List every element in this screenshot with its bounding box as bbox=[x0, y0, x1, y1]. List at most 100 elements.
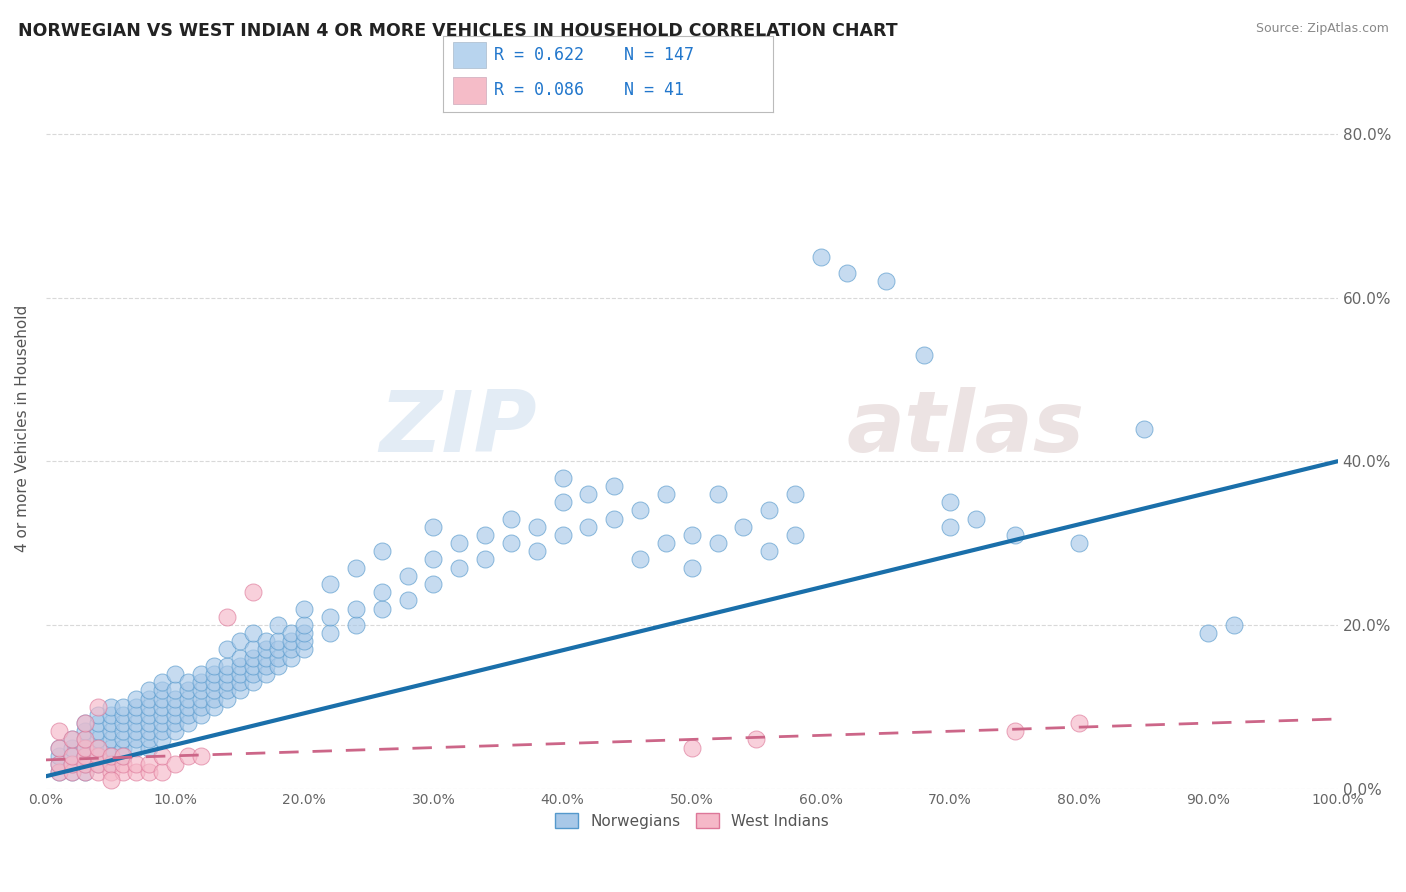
Point bbox=[785, 528, 807, 542]
Y-axis label: 4 or more Vehicles in Household: 4 or more Vehicles in Household bbox=[15, 305, 30, 552]
Point bbox=[319, 626, 342, 640]
Point bbox=[86, 740, 108, 755]
Point bbox=[100, 773, 122, 788]
Point bbox=[165, 683, 187, 698]
Point bbox=[100, 765, 122, 780]
Point bbox=[1004, 528, 1026, 542]
Point bbox=[371, 585, 394, 599]
Point bbox=[150, 691, 173, 706]
Point bbox=[73, 756, 96, 771]
Point bbox=[100, 748, 122, 763]
Point bbox=[73, 748, 96, 763]
Point bbox=[254, 650, 277, 665]
Point bbox=[939, 519, 962, 533]
Text: NORWEGIAN VS WEST INDIAN 4 OR MORE VEHICLES IN HOUSEHOLD CORRELATION CHART: NORWEGIAN VS WEST INDIAN 4 OR MORE VEHIC… bbox=[18, 22, 898, 40]
Point bbox=[202, 683, 225, 698]
Point bbox=[254, 642, 277, 657]
Point bbox=[165, 724, 187, 739]
Point bbox=[215, 675, 238, 690]
Point bbox=[138, 699, 160, 714]
Point bbox=[138, 740, 160, 755]
Point bbox=[165, 667, 187, 681]
Point bbox=[875, 274, 897, 288]
Point bbox=[100, 707, 122, 722]
Point bbox=[215, 658, 238, 673]
Point bbox=[73, 716, 96, 731]
Point bbox=[86, 765, 108, 780]
Point bbox=[112, 724, 135, 739]
Point bbox=[474, 528, 496, 542]
Point bbox=[73, 756, 96, 771]
Point bbox=[228, 683, 250, 698]
Point bbox=[48, 765, 70, 780]
Point bbox=[215, 642, 238, 657]
Point bbox=[202, 667, 225, 681]
Point bbox=[499, 511, 522, 525]
Point bbox=[48, 748, 70, 763]
Point bbox=[292, 634, 315, 648]
Legend: Norwegians, West Indians: Norwegians, West Indians bbox=[548, 806, 835, 835]
Point bbox=[526, 519, 548, 533]
Point bbox=[48, 740, 70, 755]
Point bbox=[100, 756, 122, 771]
Point bbox=[267, 650, 290, 665]
Point bbox=[242, 658, 264, 673]
Point bbox=[73, 740, 96, 755]
Point bbox=[267, 634, 290, 648]
Point bbox=[242, 626, 264, 640]
Point bbox=[48, 756, 70, 771]
Point bbox=[603, 511, 626, 525]
Point bbox=[681, 560, 703, 574]
Text: atlas: atlas bbox=[846, 387, 1085, 470]
Point bbox=[73, 765, 96, 780]
Point bbox=[202, 658, 225, 673]
Point bbox=[125, 740, 148, 755]
Point bbox=[242, 642, 264, 657]
Point bbox=[112, 740, 135, 755]
Point bbox=[280, 650, 302, 665]
Point bbox=[86, 740, 108, 755]
Point bbox=[810, 250, 832, 264]
Point bbox=[267, 618, 290, 632]
Point bbox=[499, 536, 522, 550]
Point bbox=[371, 544, 394, 558]
Point bbox=[190, 748, 212, 763]
Point bbox=[228, 658, 250, 673]
Point bbox=[150, 699, 173, 714]
Point bbox=[138, 765, 160, 780]
Point bbox=[125, 724, 148, 739]
Point bbox=[125, 691, 148, 706]
Point bbox=[254, 634, 277, 648]
Point bbox=[551, 470, 574, 484]
Point bbox=[785, 487, 807, 501]
Point bbox=[202, 691, 225, 706]
Point bbox=[254, 667, 277, 681]
Point bbox=[138, 691, 160, 706]
Point bbox=[190, 707, 212, 722]
Point bbox=[150, 683, 173, 698]
Point bbox=[125, 699, 148, 714]
Point bbox=[125, 716, 148, 731]
Point bbox=[73, 716, 96, 731]
Point bbox=[228, 667, 250, 681]
Point bbox=[60, 756, 83, 771]
Point bbox=[112, 699, 135, 714]
Point bbox=[112, 732, 135, 747]
Point bbox=[758, 544, 780, 558]
Point bbox=[86, 756, 108, 771]
Point bbox=[60, 765, 83, 780]
Point bbox=[165, 716, 187, 731]
Point bbox=[215, 667, 238, 681]
Point bbox=[86, 748, 108, 763]
Point bbox=[939, 495, 962, 509]
Point bbox=[449, 560, 471, 574]
Point bbox=[86, 716, 108, 731]
Point bbox=[177, 683, 200, 698]
Point bbox=[474, 552, 496, 566]
Point bbox=[150, 675, 173, 690]
Point bbox=[319, 577, 342, 591]
Point bbox=[138, 716, 160, 731]
Point bbox=[112, 748, 135, 763]
Point bbox=[112, 748, 135, 763]
Point bbox=[150, 732, 173, 747]
